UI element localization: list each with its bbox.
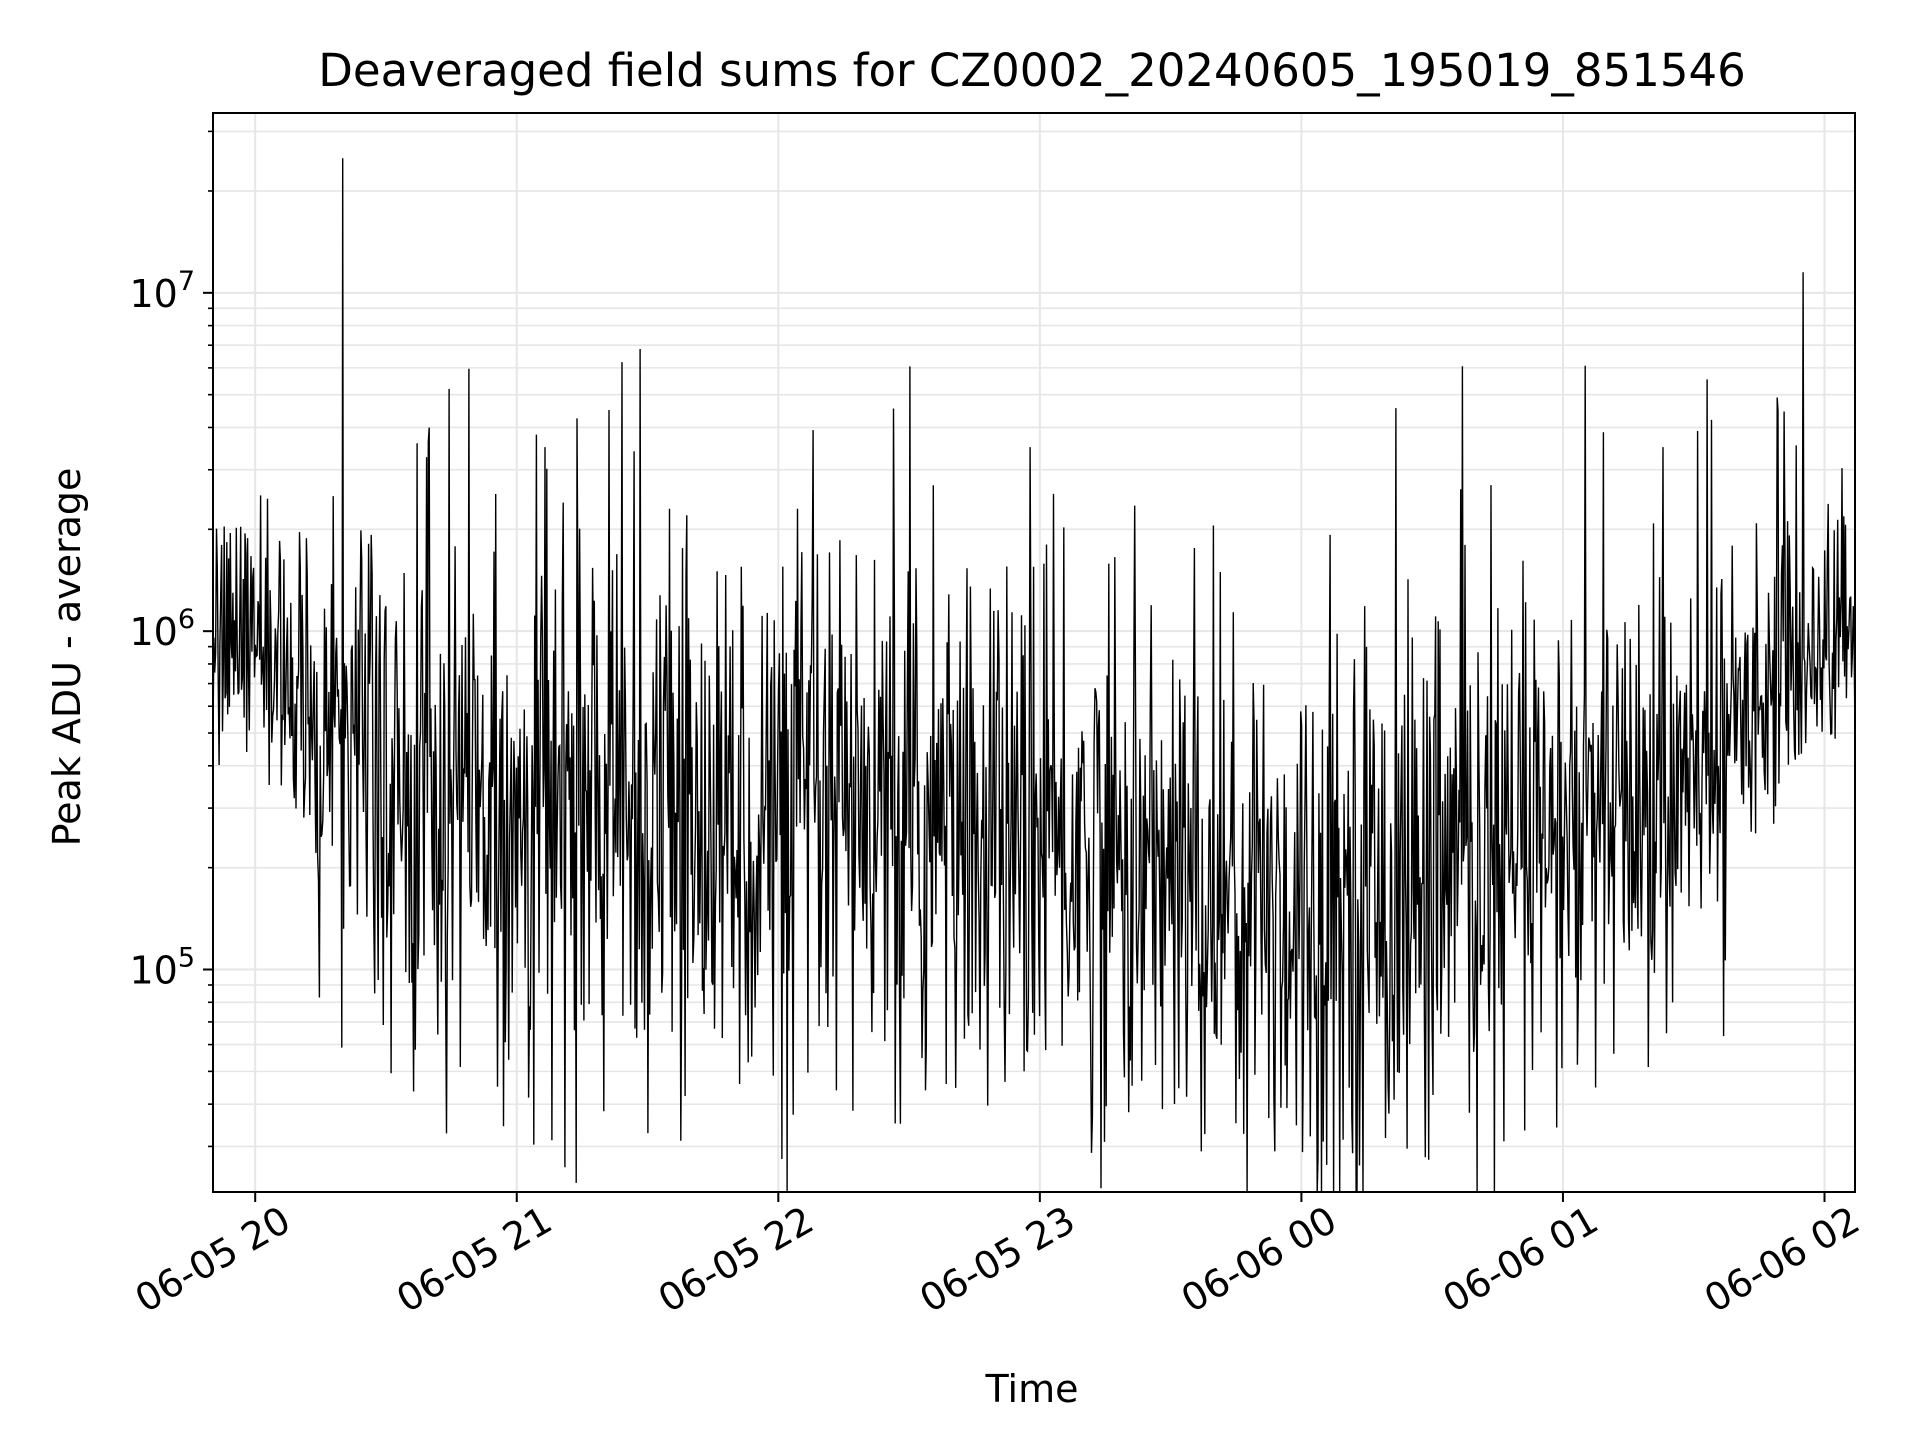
y-axis-label: Peak ADU - average [45,468,89,847]
data-line-layer [213,158,1855,1192]
y-tick-label: 105 [129,943,195,993]
series-line [213,158,1855,1192]
x-axis-label: Time [985,1367,1079,1411]
chart-title: Deaveraged field sums for CZ0002_2024060… [318,44,1745,97]
y-tick-label: 106 [129,604,195,654]
y-tick-label: 107 [129,266,195,316]
plot-area-frame [212,112,1856,1193]
